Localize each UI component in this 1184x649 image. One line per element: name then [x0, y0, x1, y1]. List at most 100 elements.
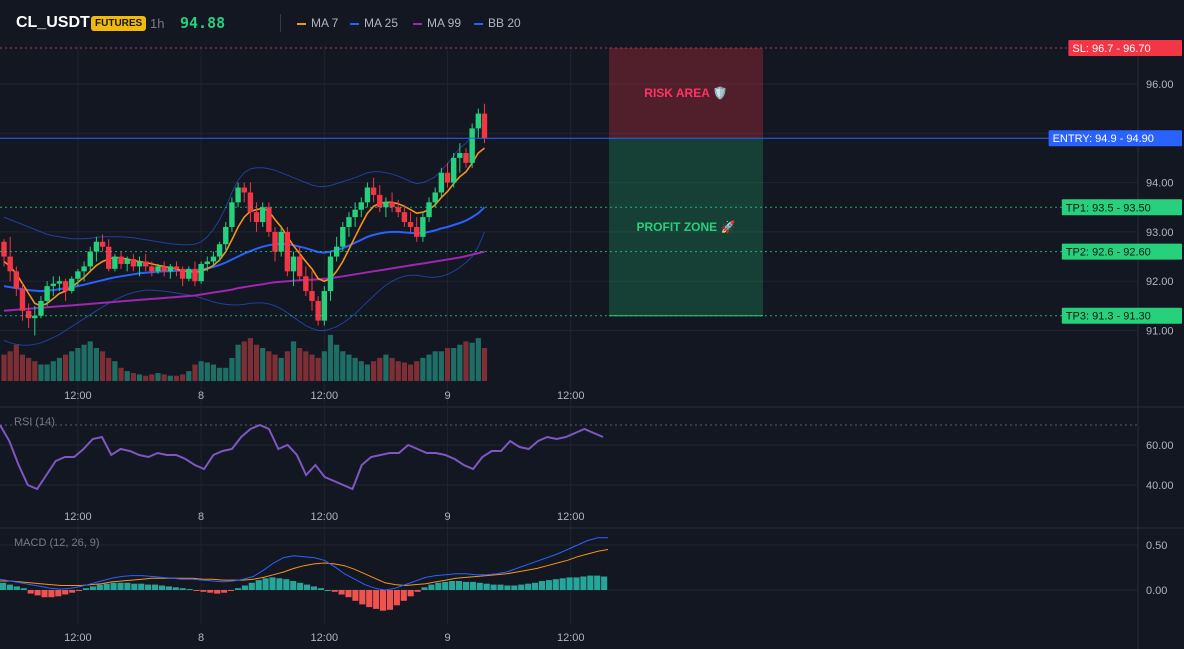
candle-body	[358, 202, 364, 210]
macd-histogram-bar	[6, 584, 14, 590]
price-axis-label: 94.00	[1146, 178, 1174, 190]
volume-bar	[99, 351, 106, 381]
volume-bar	[180, 374, 186, 381]
volume-bar	[204, 362, 210, 381]
volume-bar	[284, 351, 290, 381]
stop-loss-tag: SL: 96.7 - 96.70	[1068, 40, 1182, 56]
macd-time-label: 12:00	[311, 632, 339, 644]
volume-bar	[315, 357, 321, 381]
candle	[216, 241, 223, 262]
candle	[370, 177, 377, 203]
profit-zone-label: PROFIT ZONE 🚀	[637, 220, 736, 234]
candle-body	[309, 291, 315, 301]
candle-body	[272, 231, 278, 252]
price-axis-label: 91.00	[1146, 326, 1174, 338]
candle	[112, 254, 118, 272]
volume-bar	[377, 357, 383, 381]
candle-body	[50, 283, 56, 287]
volume-bar	[297, 348, 303, 381]
candle	[481, 103, 488, 144]
candle	[142, 254, 149, 272]
candle-body	[167, 266, 174, 272]
volume-bar	[290, 341, 297, 381]
candle-body	[444, 172, 451, 183]
level-tag-text: TP1: 93.5 - 93.50	[1066, 202, 1151, 214]
volume-bar	[149, 374, 155, 381]
macd-histogram-bar	[0, 582, 7, 590]
candle-body	[19, 288, 26, 311]
volume-bar	[38, 364, 44, 381]
candle	[192, 261, 198, 287]
volume-bar	[223, 367, 229, 381]
candle-body	[149, 266, 155, 272]
candle-body	[303, 276, 309, 292]
candle	[321, 286, 328, 326]
candle	[290, 251, 297, 287]
legend-ma25[interactable]: MA 25	[350, 16, 398, 30]
macd-histogram-bar	[200, 590, 207, 592]
candle	[457, 143, 463, 173]
macd-histogram-bar	[248, 582, 255, 590]
candle	[106, 239, 112, 272]
price-axis-label: 93.00	[1146, 227, 1174, 239]
candle-body	[247, 192, 254, 213]
macd-histogram-bar	[538, 581, 546, 590]
macd-histogram-bar	[435, 582, 442, 590]
macd-histogram-bar	[552, 579, 559, 590]
volume-bar	[266, 351, 272, 381]
candle-body	[106, 246, 112, 269]
legend-ma99[interactable]: MA 99	[413, 16, 461, 30]
volume-bar	[469, 342, 475, 381]
macd-histogram-bar	[573, 577, 580, 590]
candle	[69, 276, 75, 294]
candle-body	[315, 300, 321, 321]
legend-bb20[interactable]: BB 20	[474, 16, 521, 30]
macd-histogram-bar	[290, 581, 297, 590]
candle	[309, 271, 315, 311]
candle	[260, 202, 266, 227]
macd-histogram-bar	[601, 576, 608, 590]
volume-bar	[81, 344, 87, 381]
candle-body	[32, 315, 38, 319]
candle-body	[432, 192, 438, 203]
legend-ma7[interactable]: MA 7	[297, 16, 338, 30]
level-tag-text: ENTRY: 94.9 - 94.90	[1053, 133, 1154, 145]
volume-bar	[420, 357, 426, 381]
bb-upper-line	[3, 120, 485, 246]
market-badge: FUTURES	[91, 16, 147, 31]
candle	[167, 263, 174, 279]
candle	[50, 276, 56, 296]
candle	[19, 283, 26, 321]
price-axis-label: 96.00	[1146, 79, 1174, 91]
take-profit-tag: TP3: 91.3 - 91.30	[1061, 307, 1182, 324]
candle	[364, 182, 371, 208]
macd-histogram-bar	[193, 590, 200, 591]
macd-histogram-bar	[483, 583, 490, 590]
candle-body	[463, 153, 469, 163]
symbol-name[interactable]: CL_USDT	[16, 14, 90, 31]
volume-bar	[426, 354, 432, 381]
candle-body	[290, 256, 297, 272]
candle-body	[69, 278, 75, 292]
macd-line	[0, 537, 608, 591]
macd-histogram-bar	[352, 590, 359, 601]
macd-histogram-bar	[131, 583, 138, 590]
macd-histogram-bar	[449, 581, 456, 590]
macd-histogram-bar	[152, 584, 159, 590]
candle	[186, 266, 192, 282]
timeframe-selector[interactable]: 1h	[150, 16, 165, 31]
macd-histogram-bar	[276, 578, 283, 590]
macd-histogram-bar	[462, 581, 470, 590]
candle	[173, 261, 180, 277]
volume-bar	[260, 348, 266, 381]
candle	[204, 256, 210, 272]
volume-bar	[438, 351, 444, 381]
candle-body	[383, 202, 389, 208]
rsi-axis-label: 60.00	[1146, 440, 1174, 452]
volume-bar	[69, 351, 75, 381]
macd-axis-label: 0.50	[1146, 540, 1167, 552]
macd-histogram-bar	[504, 585, 511, 590]
level-tag-text: TP2: 92.6 - 92.60	[1066, 247, 1151, 259]
macd-time-label: 12:00	[64, 632, 92, 644]
